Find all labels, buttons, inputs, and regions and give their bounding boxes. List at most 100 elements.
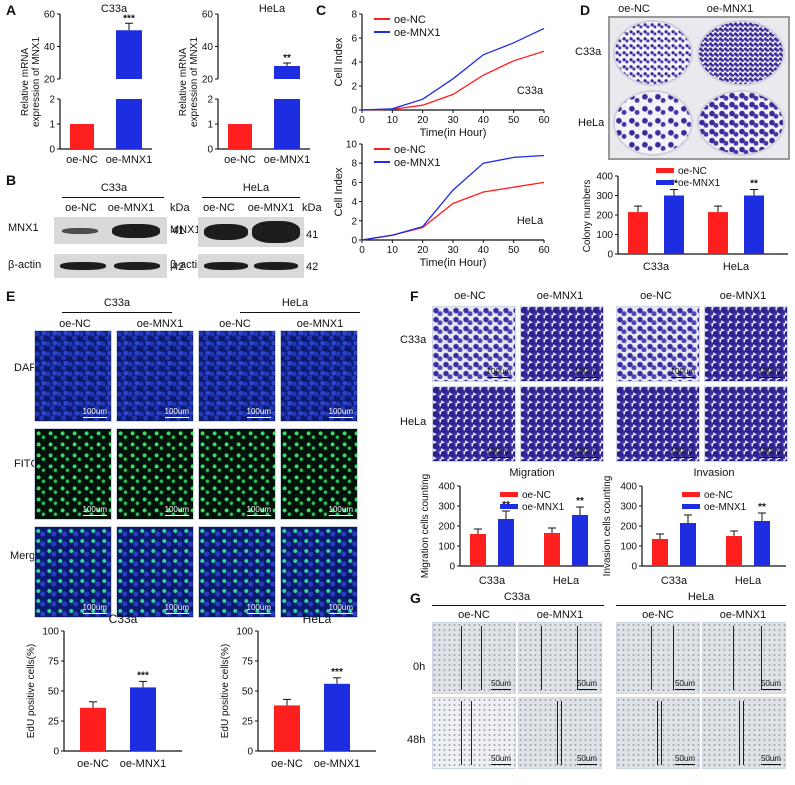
panel-label-e: E (6, 288, 16, 304)
cellindex-chart-1-xticklabel-3: 30 (447, 245, 459, 256)
wound-edge-line (761, 626, 762, 690)
transwell-col-3: oe-NC (640, 290, 672, 302)
edu-chart-1-sig: *** (331, 667, 343, 678)
mrna-chart-1-sig: ** (283, 53, 291, 64)
scale-bar-label: 100um (670, 447, 696, 458)
edu-chart-0-y-ticklabel-2: 50 (48, 687, 60, 698)
edu-image-merge-1: 100um (116, 526, 194, 618)
transwell-chart-0-legend-label-nc: oe-NC (522, 490, 551, 501)
transwell-chart-1-legend-swatch-mnx1 (682, 504, 700, 509)
mrna-chart-1-ticklabel-high-1: 40 (202, 42, 214, 53)
blot-hela-actin-lane (198, 254, 304, 278)
cellindex-chart-0-y-ticklabel-1: 2 (351, 82, 357, 93)
edu-col-3: oe-NC (219, 318, 251, 330)
mrna-chart-1-xlabel-nc: oe-NC (224, 154, 256, 166)
scale-bar-label: 100um (574, 447, 600, 458)
blot-hela-kda-42: 42 (306, 261, 319, 273)
edu-hela-header: HeLa (281, 297, 309, 309)
colony-col-nc: oe-NC (618, 3, 650, 15)
transwell-chart-0-legend-label-mnx1: oe-MNX1 (522, 502, 565, 513)
colony-chart-y-ticklabel-3: 300 (596, 191, 613, 202)
cellindex-chart-1-xticklabel-1: 10 (387, 245, 399, 256)
wound-col-1: oe-NC (458, 609, 490, 621)
edu-chart-1-y-ticklabel-2: 50 (242, 687, 254, 698)
wound-col-4: oe-MNX1 (719, 609, 767, 621)
scale-bar-label: 100um (486, 447, 512, 458)
mrna-chart-0-ticklabel-low-2: 2 (49, 95, 55, 106)
transwell-chart-0-ylabel: Migration cells counting (420, 474, 431, 579)
edu-image-dapi-1: 100um (116, 330, 194, 422)
colony-dish-c33a-mnx1 (697, 20, 785, 86)
blot-c33a-nc: oe-NC (65, 202, 97, 214)
colony-chart-ylabel: Colony numbers (582, 180, 593, 253)
scale-bar-label: 100um (328, 505, 354, 516)
scale-bar-label: 100um (246, 603, 272, 614)
edu-image-fitc-3: 100um (280, 428, 358, 520)
cellindex-chart-0-ylabel: Cell Index (333, 37, 345, 86)
mrna-chart-0-ylabel-2: expression of MNX1 (31, 37, 42, 127)
cellindex-chart-0-cell: C33a (517, 85, 544, 97)
wound-edge-line (739, 701, 740, 765)
edu-chart-1-y-ticklabel-0: 0 (247, 747, 253, 758)
edu-chart-1-bar-mnx1 (324, 683, 350, 751)
wound-edge-line (743, 701, 744, 765)
edu-image-fitc-1: 100um (116, 428, 194, 520)
panel-label-c: C (316, 2, 327, 18)
edu-chart-0-bar-mnx1 (130, 687, 156, 751)
cellindex-chart-1-xticklabel-4: 40 (478, 245, 490, 256)
scale-bar-label: 50um (674, 679, 696, 690)
mrna-chart-1-ticklabel-low-0: 0 (207, 145, 213, 156)
scale-bar-label: 50um (490, 679, 512, 690)
mrna-chart-0-ticklabel-high-2: 60 (44, 10, 56, 21)
colony-chart-bar-mnx1-1 (744, 195, 764, 254)
transwell-chart-1-sig-1: ** (758, 502, 766, 513)
cellindex-chart-1-legend-mnx1: oe-MNX1 (394, 157, 440, 169)
transwell-chart-1-y-ticklabel-3: 300 (620, 502, 637, 513)
colony-chart-y-ticklabel-0: 0 (607, 250, 613, 261)
edu-chart-0-sig: *** (137, 670, 149, 681)
mrna-chart-1-ylabel-1: Relative mRNA (178, 48, 189, 117)
colony-chart-legend-swatch-nc (656, 168, 674, 173)
panel-f-charts: 0100200300400**C33a**HeLaoe-NCoe-MNX1Mig… (420, 467, 786, 587)
wound-edge-line (561, 701, 562, 765)
panel-label-a: A (6, 2, 17, 18)
edu-chart-0-y-ticklabel-3: 75 (48, 657, 60, 668)
cellindex-chart-0-xticklabel-2: 20 (417, 115, 429, 126)
panel-label-g: G (410, 590, 421, 606)
edu-c33a-header: C33a (103, 297, 131, 309)
panel-label-d: D (580, 2, 591, 18)
mrna-chart-0-ylabel-1: Relative mRNA (20, 48, 31, 117)
edu-chart-0-ylabel: EdU positive cells(%) (26, 644, 37, 738)
panel-label-b: B (6, 172, 17, 188)
mrna-chart-1-title: HeLa (259, 3, 286, 15)
edu-col-1: oe-NC (59, 318, 91, 330)
blot-kda-2: kDa (302, 202, 322, 214)
transwell-chart-0-y-ticklabel-2: 200 (438, 522, 455, 533)
panel-e-charts: 0 25 50 75 100 *** C33a oe-NC oe-MNX1 EdU positiv… (26, 612, 376, 770)
cellindex-chart-1-y-ticklabel-2: 4 (351, 197, 357, 208)
wound-edge-line (461, 626, 462, 690)
transwell-chart-1-ylabel: Invasion cells counting (602, 476, 613, 577)
colony-dish-c33a-nc (613, 20, 693, 86)
transwell-chart-1-bar-nc-0 (652, 539, 668, 566)
cellindex-chart-0-xticklabel-4: 40 (478, 115, 490, 126)
mrna-chart-1-ylabel-2: expression of MNX1 (189, 37, 200, 127)
wound-edge-line (481, 626, 482, 690)
cellindex-chart-0-line-mnx1 (361, 27, 545, 111)
scale-bar-label: 50um (490, 754, 512, 765)
wound-image-0h-1: 50um (518, 622, 602, 694)
wound-image-48h-1: 50um (518, 697, 602, 769)
blot-c33a-header: C33a (100, 182, 128, 194)
mrna-chart-0-bar-mnx1-high (116, 30, 142, 79)
mrna-chart-1-ticklabel-high-0: 20 (202, 75, 214, 86)
blot-hela-mnx1: oe-MNX1 (247, 202, 295, 214)
blot-row-actin-hela: β-actin (170, 259, 204, 271)
cellindex-chart-1-xticklabel-2: 20 (417, 245, 429, 256)
cellindex-chart-1-y-ticklabel-0: 0 (351, 236, 357, 247)
wound-image-0h-2: 50um (616, 622, 700, 694)
mrna-chart-1-bar-mnx1-high (274, 66, 300, 79)
cellindex-chart-1-ylabel: Cell Index (333, 167, 345, 216)
transwell-chart-1-legend-label-mnx1: oe-MNX1 (704, 502, 747, 513)
